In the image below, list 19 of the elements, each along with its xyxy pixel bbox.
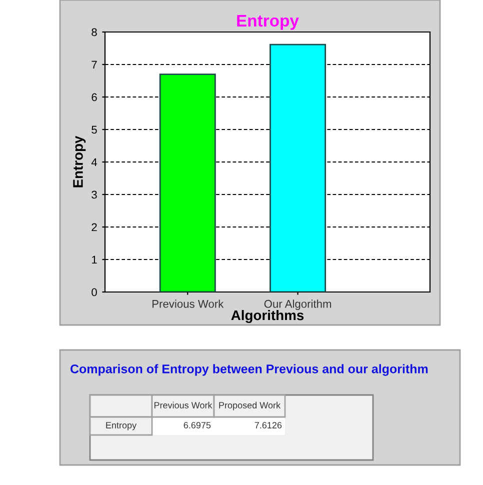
y-tick-label: 2 (92, 223, 97, 232)
data-label: 6.6975 (184, 422, 211, 428)
text: Previous Work (154, 402, 212, 408)
x-axis-title: Algorithms (231, 310, 304, 324)
y-tick-label: 7 (92, 60, 97, 69)
y-tick-label: 8 (92, 28, 97, 36)
y-tick-label: 5 (92, 126, 97, 134)
y-axis-title: Entropy (73, 136, 86, 188)
chart-title: Entropy (237, 14, 299, 30)
x-tick-label: Our Algorithm (264, 300, 332, 310)
text: Entropy (106, 422, 137, 430)
y-tick-label: 4 (91, 158, 98, 166)
text: Comparison of Entropy between Previous and our algorithm (70, 364, 428, 376)
text: Proposed Work (219, 402, 281, 410)
data-label: 7.6126 (254, 422, 282, 428)
y-tick-label: 1 (92, 256, 97, 264)
y-tick-label: 3 (92, 190, 97, 199)
y-tick-label: 0 (92, 288, 97, 296)
y-tick-label: 6 (92, 93, 97, 102)
